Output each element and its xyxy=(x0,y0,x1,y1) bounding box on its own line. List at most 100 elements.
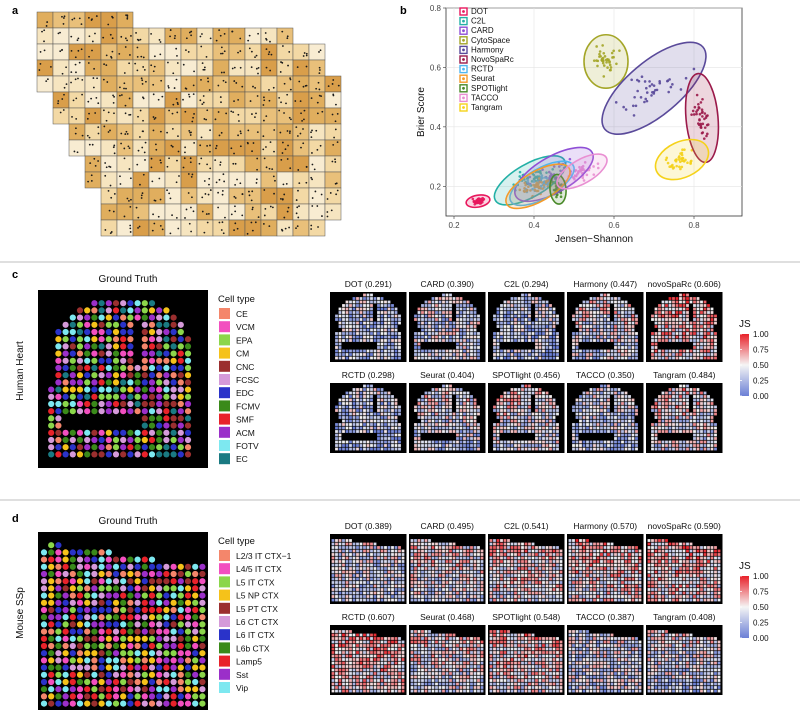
js-spot xyxy=(417,433,421,437)
js-spot xyxy=(363,339,366,342)
js-spot xyxy=(596,426,600,430)
spot-marker xyxy=(219,163,222,166)
js-spot xyxy=(470,419,473,423)
js-spot xyxy=(496,314,500,318)
js-spot xyxy=(658,353,661,356)
js-spot xyxy=(651,426,654,430)
js-spot xyxy=(510,297,514,300)
js-spot xyxy=(549,433,552,437)
tissue-tile xyxy=(164,75,182,93)
js-spot xyxy=(335,437,338,440)
ground-truth-spot xyxy=(55,372,62,379)
ground-truth-spot xyxy=(69,379,76,386)
js-spot xyxy=(473,339,477,342)
js-spot xyxy=(377,311,380,314)
ground-truth-spot xyxy=(98,379,105,386)
js-spot xyxy=(391,321,394,325)
spot-marker xyxy=(166,189,168,192)
js-spot xyxy=(586,391,589,395)
spot-marker xyxy=(301,119,303,122)
js-spot xyxy=(675,391,679,395)
js-spot xyxy=(496,342,500,346)
js-spot xyxy=(456,423,459,426)
spot-marker xyxy=(288,226,290,229)
js-spot xyxy=(596,412,600,416)
js-spot xyxy=(421,416,424,419)
ground-truth-spot xyxy=(98,400,105,408)
js-spot xyxy=(528,325,531,328)
js-spot xyxy=(352,356,356,360)
js-spot xyxy=(470,311,473,314)
js-spot xyxy=(352,335,356,339)
js-spot xyxy=(449,335,452,339)
colorbar-tick-label: 1.00 xyxy=(753,330,769,339)
js-spot xyxy=(614,440,617,444)
js-spot xyxy=(431,332,435,335)
ground-truth-spot xyxy=(91,621,98,628)
js-spot xyxy=(466,398,470,402)
js-spot xyxy=(610,300,614,304)
js-spot xyxy=(535,440,538,444)
js-spot xyxy=(689,332,693,335)
ground-truth-spot xyxy=(55,400,62,408)
js-spot xyxy=(628,335,631,339)
spot-marker xyxy=(268,51,271,53)
spot-marker xyxy=(251,208,254,211)
js-spot xyxy=(503,426,507,430)
ground-truth-spot xyxy=(148,386,156,393)
js-spot xyxy=(359,391,363,395)
js-spot xyxy=(394,346,398,349)
ground-truth-spot xyxy=(127,314,134,321)
scatter-point xyxy=(706,132,709,136)
js-spot xyxy=(579,304,582,307)
js-spot xyxy=(384,318,387,321)
spot-marker xyxy=(81,134,84,137)
js-spot xyxy=(514,353,517,356)
js-spot xyxy=(370,388,373,391)
js-spot xyxy=(535,300,538,304)
ground-truth-spot xyxy=(69,570,76,578)
js-spot xyxy=(517,356,521,360)
spot-marker xyxy=(113,112,115,115)
tissue-tile xyxy=(324,155,342,173)
spot-marker xyxy=(239,50,242,52)
js-spot xyxy=(545,335,549,339)
js-spot xyxy=(493,356,496,360)
js-spot xyxy=(496,349,500,353)
js-spot xyxy=(589,311,593,314)
spot-marker xyxy=(220,52,222,55)
js-spot xyxy=(349,416,352,419)
js-spot xyxy=(686,314,689,318)
js-spot xyxy=(545,444,549,447)
js-spot xyxy=(621,332,624,335)
tissue-tile xyxy=(132,171,150,189)
spot-marker xyxy=(224,216,226,219)
legend-entry: Seurat xyxy=(471,74,495,83)
js-spot xyxy=(572,335,575,339)
js-spot xyxy=(438,416,442,419)
spot-marker xyxy=(313,168,316,171)
tissue-tile xyxy=(308,187,326,205)
scatter-point xyxy=(615,62,618,66)
js-spot xyxy=(456,402,459,405)
scatter-point xyxy=(604,58,608,62)
spot-marker xyxy=(102,78,105,81)
js-spot xyxy=(672,388,675,391)
ground-truth-spot xyxy=(177,364,184,372)
js-spot xyxy=(703,419,707,423)
js-spot xyxy=(665,416,668,419)
scatter-point xyxy=(523,181,527,185)
js-spot xyxy=(391,318,394,321)
ground-truth-spot xyxy=(170,451,177,458)
js-spot xyxy=(373,412,377,416)
js-spot xyxy=(335,342,338,346)
js-spot xyxy=(338,353,342,356)
js-spot xyxy=(710,398,714,402)
js-spot xyxy=(686,412,689,416)
ground-truth-spot xyxy=(112,563,120,570)
js-spot xyxy=(586,444,589,447)
js-spot xyxy=(703,433,707,437)
js-spot xyxy=(514,391,517,395)
js-spot xyxy=(394,416,398,419)
js-spot xyxy=(424,430,428,433)
